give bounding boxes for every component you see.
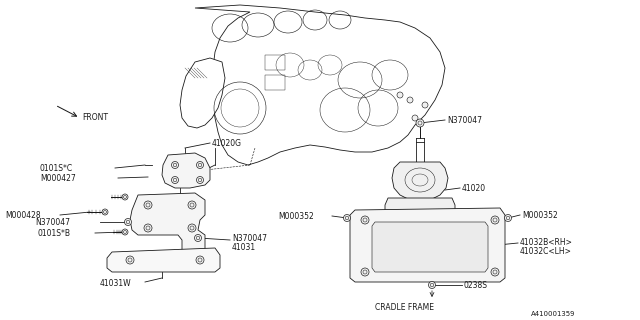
- Text: M000428: M000428: [5, 211, 40, 220]
- Text: A410001359: A410001359: [531, 311, 575, 317]
- Circle shape: [361, 216, 369, 224]
- Circle shape: [422, 102, 428, 108]
- Text: 41032C<LH>: 41032C<LH>: [520, 246, 572, 255]
- Circle shape: [144, 224, 152, 232]
- Circle shape: [429, 282, 435, 289]
- Text: M000352: M000352: [278, 212, 314, 220]
- Text: N370047: N370047: [232, 234, 267, 243]
- Circle shape: [122, 229, 128, 235]
- Circle shape: [504, 214, 511, 221]
- Circle shape: [407, 97, 413, 103]
- Circle shape: [126, 256, 134, 264]
- Polygon shape: [372, 222, 488, 272]
- Circle shape: [196, 256, 204, 264]
- Polygon shape: [350, 208, 505, 282]
- Text: 0101S*B: 0101S*B: [38, 228, 71, 237]
- Circle shape: [361, 268, 369, 276]
- Text: 0238S: 0238S: [464, 281, 488, 290]
- Circle shape: [344, 214, 351, 221]
- Circle shape: [491, 268, 499, 276]
- Circle shape: [125, 219, 131, 226]
- Bar: [265, 75, 285, 90]
- Circle shape: [172, 162, 179, 169]
- Circle shape: [188, 224, 196, 232]
- Text: 41020: 41020: [462, 183, 486, 193]
- Polygon shape: [107, 248, 220, 272]
- Circle shape: [416, 119, 424, 127]
- Polygon shape: [162, 153, 210, 188]
- Circle shape: [122, 194, 128, 200]
- Text: N370047: N370047: [35, 218, 70, 227]
- Circle shape: [491, 216, 499, 224]
- Text: 41032B<RH>: 41032B<RH>: [520, 237, 573, 246]
- Circle shape: [196, 162, 204, 169]
- Text: 41031W: 41031W: [100, 278, 132, 287]
- Circle shape: [196, 177, 204, 183]
- Circle shape: [144, 201, 152, 209]
- Circle shape: [172, 177, 179, 183]
- Text: N370047: N370047: [447, 116, 482, 124]
- Text: FRONT: FRONT: [82, 113, 108, 122]
- Text: M000352: M000352: [522, 211, 557, 220]
- Circle shape: [397, 92, 403, 98]
- Text: M000427: M000427: [40, 173, 76, 182]
- Polygon shape: [195, 5, 445, 165]
- Bar: [265, 55, 285, 70]
- Text: CRADLE FRAME: CRADLE FRAME: [375, 303, 434, 313]
- Text: 0101S*C: 0101S*C: [40, 164, 73, 172]
- Circle shape: [195, 235, 202, 242]
- Text: 41020G: 41020G: [212, 139, 242, 148]
- Circle shape: [188, 201, 196, 209]
- Polygon shape: [130, 193, 205, 255]
- Polygon shape: [392, 162, 448, 200]
- Polygon shape: [180, 58, 225, 128]
- Text: 41031: 41031: [232, 243, 256, 252]
- Circle shape: [412, 115, 418, 121]
- Polygon shape: [385, 198, 455, 220]
- Circle shape: [102, 209, 108, 215]
